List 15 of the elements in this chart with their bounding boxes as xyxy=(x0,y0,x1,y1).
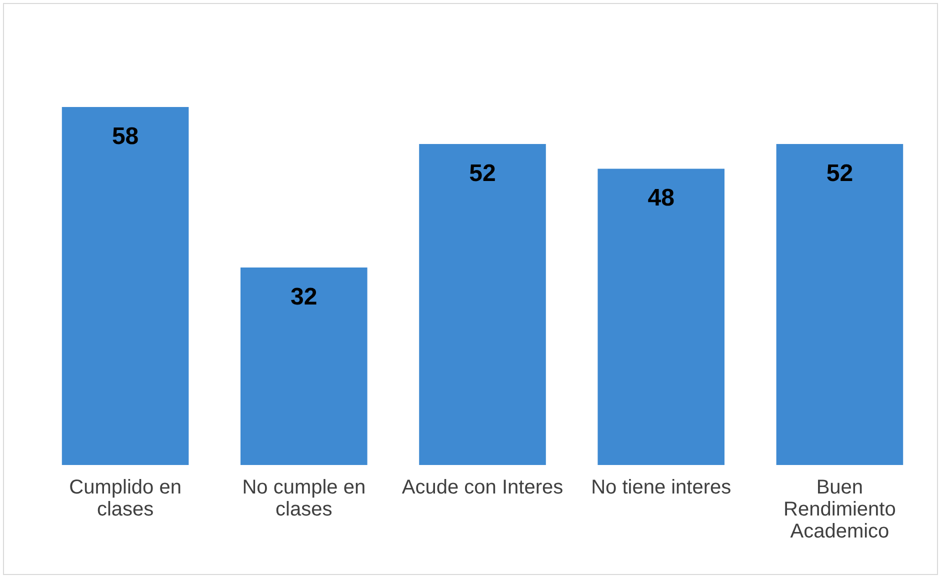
x-tick-label: Acude con Interes xyxy=(402,476,564,498)
x-tick-label: No cumple en clases xyxy=(242,476,366,520)
data-label: 52 xyxy=(826,160,854,188)
data-label: 48 xyxy=(648,184,674,212)
bar xyxy=(598,168,725,465)
x-tick-label: Buen Rendimiento Academico xyxy=(784,476,896,542)
x-tick-label: No tiene interes xyxy=(591,476,732,498)
bar xyxy=(62,107,189,465)
bar xyxy=(776,144,904,465)
bar xyxy=(240,267,368,465)
data-label: 58 xyxy=(112,123,139,150)
data-label: 32 xyxy=(290,283,318,310)
x-tick-label: Cumplido en clases xyxy=(69,476,182,520)
bar xyxy=(419,144,546,465)
data-label: 52 xyxy=(469,160,496,188)
